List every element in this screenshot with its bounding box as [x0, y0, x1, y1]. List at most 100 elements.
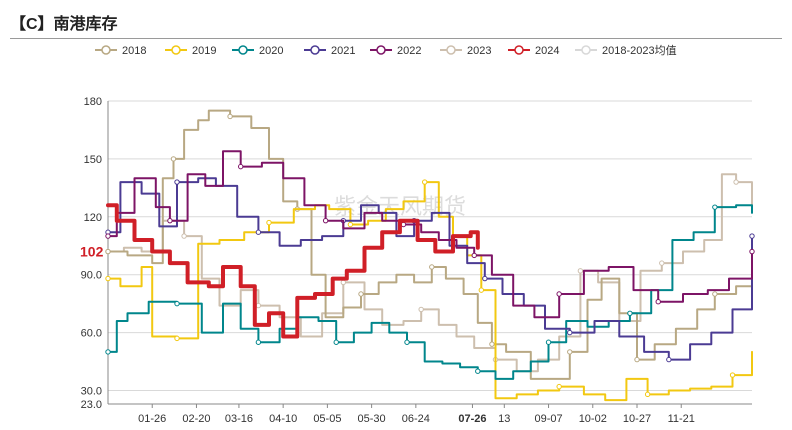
data-point-2018 [170, 156, 177, 162]
x-tick-label: 03-16 [225, 413, 253, 425]
legend-swatch-marker [238, 45, 248, 55]
legend-swatch-marker [171, 45, 181, 55]
x-tick-label: 05-30 [358, 413, 386, 425]
data-point-2019 [729, 372, 736, 378]
data-point-2023 [181, 233, 187, 239]
series-line-2022 [107, 150, 753, 319]
data-point-2020 [255, 339, 262, 345]
y-tick-label: 180 [84, 96, 102, 108]
y-tick-label: 30.0 [81, 385, 102, 397]
data-point-2018 [358, 291, 364, 297]
legend-label: 2023 [467, 45, 491, 57]
data-point-2022 [105, 233, 111, 239]
legend-item-2024[interactable]: 2024 [508, 45, 559, 57]
legend-label: 2019 [192, 45, 216, 57]
series-line-2024 [106, 203, 480, 339]
x-tick-label: 02-20 [182, 413, 210, 425]
legend-label: 2021 [331, 45, 355, 57]
legend-item-2018[interactable]: 2018 [95, 45, 146, 57]
legend-item-2020[interactable]: 2020 [232, 45, 283, 57]
data-point-2023 [733, 179, 739, 185]
legend: 2018 2019 2020 2021 2022 2023 2024 2018-2023均值 [95, 44, 677, 57]
data-point-2018 [712, 291, 718, 297]
x-tick-label: 11-21 [668, 413, 695, 425]
x-tick-label: 10-02 [579, 413, 607, 425]
x-tick-label: 01-26 [138, 413, 166, 425]
x-tick-label: 05-05 [313, 413, 341, 425]
data-point-2023 [255, 302, 262, 309]
legend-item-2023[interactable]: 2023 [440, 45, 491, 57]
y-tick-label: 23.0 [81, 399, 102, 411]
legend-label: 2018-2023均值 [602, 44, 677, 57]
series-line-2020 [107, 204, 753, 380]
data-point-2021 [567, 329, 573, 336]
x-tick-label-highlight: 07-26 [458, 413, 486, 425]
legend-label: 2018 [122, 45, 146, 57]
data-point-2022 [749, 248, 755, 255]
data-point-2021 [482, 275, 488, 282]
callout-label: 102 [80, 244, 104, 260]
data-point-2022 [471, 252, 477, 259]
data-point-2021 [174, 179, 180, 185]
data-point-2019 [266, 219, 272, 226]
legend-label: 2022 [397, 45, 421, 57]
legend-swatch-marker [514, 45, 524, 55]
data-point-2021 [666, 356, 672, 363]
legend-item-2019[interactable]: 2019 [165, 45, 216, 57]
x-tick-label: 04-10 [269, 413, 297, 425]
data-point-2021 [749, 233, 755, 239]
legend-swatch-marker [310, 45, 320, 55]
data-point-2023 [577, 268, 584, 274]
data-point-2022 [167, 217, 173, 224]
y-tick-label: 90.0 [81, 270, 102, 282]
legend-item-2021[interactable]: 2021 [304, 45, 355, 57]
data-point-2022 [322, 217, 329, 224]
data-point-2022 [400, 221, 407, 228]
data-point-2020 [404, 339, 410, 345]
legend-swatch-marker [376, 45, 386, 55]
data-point-2018 [567, 349, 573, 355]
data-point-2020 [627, 310, 633, 316]
data-point-2019 [105, 275, 111, 282]
data-point-2019 [174, 335, 180, 342]
data-point-2020 [712, 204, 718, 210]
data-point-2019 [644, 391, 651, 398]
legend-swatch-marker [581, 45, 591, 55]
y-tick-label: 120 [84, 212, 102, 224]
data-point-2022 [655, 299, 661, 305]
data-point-2023 [418, 306, 424, 313]
data-point-2020 [475, 368, 481, 374]
x-tick-label: 13 [498, 413, 510, 425]
legend-label: 2020 [259, 45, 283, 57]
data-point-2023 [659, 260, 665, 266]
data-point-2018 [105, 248, 111, 255]
legend-item-2022[interactable]: 2022 [370, 45, 421, 57]
series-lines [105, 109, 755, 402]
data-point-2020 [545, 339, 552, 345]
data-point-2020 [105, 349, 111, 355]
data-point-2021 [255, 229, 262, 235]
data-point-2019 [556, 383, 562, 390]
title-divider [10, 38, 782, 39]
series-line-2023 [107, 173, 753, 373]
data-point-2019 [347, 221, 354, 228]
x-tick-label: 09-07 [534, 413, 562, 425]
y-tick-label: 60.0 [81, 328, 102, 340]
x-axis: 01-26 02-20 03-16 04-10 05-05 05-30 06-24 07-26… [108, 403, 752, 425]
data-point-2018 [429, 264, 435, 270]
data-point-2022 [237, 163, 244, 170]
data-point-2023 [340, 279, 347, 286]
data-point-2022 [556, 291, 562, 297]
data-point-2018 [489, 341, 495, 347]
legend-swatch-marker [446, 45, 456, 55]
legend-item-2018-2023均值[interactable]: 2018-2023均值 [575, 44, 677, 57]
data-point-2018 [227, 113, 233, 120]
data-point-2019 [421, 179, 428, 185]
data-point-2020 [333, 339, 339, 345]
x-tick-label: 06-24 [402, 413, 430, 425]
series-line-2019 [107, 181, 753, 402]
y-tick-label: 150 [84, 154, 102, 166]
data-point-2020 [174, 300, 180, 307]
page-title: 【C】南港库存 [10, 16, 118, 33]
